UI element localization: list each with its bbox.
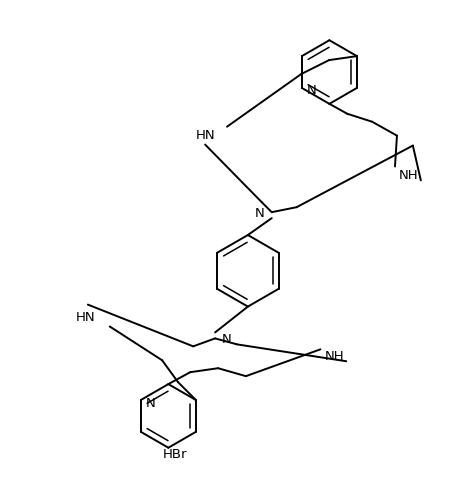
Text: NH: NH (324, 349, 344, 362)
Text: N: N (306, 84, 316, 97)
Text: HBr: HBr (163, 447, 187, 460)
Text: N: N (254, 206, 264, 219)
Text: N: N (222, 332, 232, 345)
Text: HN: HN (195, 129, 215, 142)
Text: HN: HN (76, 311, 96, 324)
Text: N: N (146, 396, 155, 408)
Text: NH: NH (398, 168, 418, 181)
